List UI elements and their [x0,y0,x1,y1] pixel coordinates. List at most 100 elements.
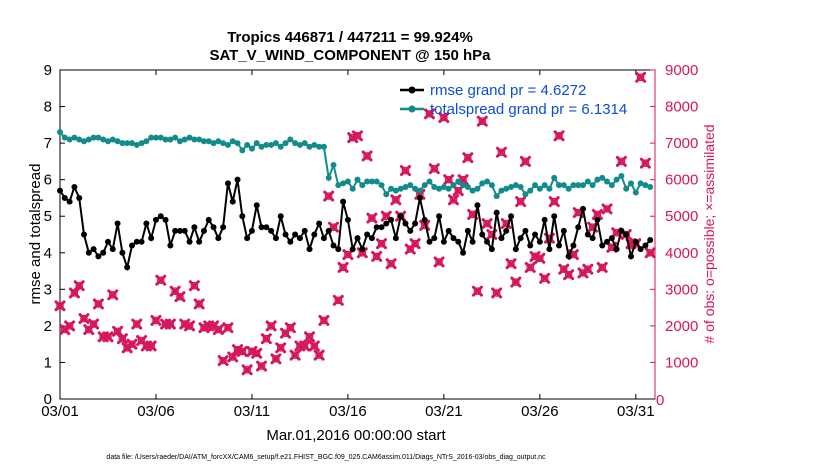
rmse-point [239,213,246,220]
rmse-point [512,246,519,253]
y2-tick-label: 6000 [665,172,698,189]
totalspread-point [474,185,481,192]
obs-possible-point [382,212,391,221]
rmse-point [378,224,385,231]
totalspread-point [220,140,227,147]
obs-assimilated-point [491,287,503,299]
obs-assimilated-point [539,272,551,284]
obs-assimilated-point [265,320,277,332]
totalspread-point [464,183,471,190]
obs-assimilated-point [639,157,651,169]
obs-assimilated-point [217,355,229,367]
obs-assimilated-point [519,155,531,167]
rmse-point [244,235,251,242]
obs-possible-point [478,117,487,125]
totalspread-point [412,185,419,192]
obs-possible-point [473,287,482,295]
totalspread-point [114,138,121,145]
obs-possible-point [401,166,410,175]
rmse-point [412,220,419,227]
obs-assimilated-point [68,287,80,299]
obs-possible-point [320,316,328,325]
obs-assimilated-point [409,238,421,250]
obs-assimilated-point [212,324,224,336]
obs-assimilated-point [471,285,483,297]
obs-assimilated-point [385,258,397,270]
rmse-point [575,224,582,231]
rmse-point [229,198,236,205]
totalspread-point [431,183,438,190]
obs-assimilated-point [184,320,196,332]
rmse-point [460,249,467,256]
rmse-point [301,227,308,234]
obs-assimilated-point [548,196,560,208]
y2-tick-label: 4000 [665,245,698,262]
totalspread-point [61,134,68,141]
obs-possible-point [512,278,520,286]
obs-assimilated-point [352,130,363,142]
totalspread-point [181,136,188,143]
obs-possible-point [176,292,184,301]
totalspread-point [176,138,183,145]
totalspread-point [109,136,116,143]
rmse-point [359,246,366,253]
obs-possible-point [324,192,333,200]
rmse-point [647,236,654,243]
rmse-point [498,235,505,242]
totalspread-point [392,187,399,194]
obs-possible-point [387,259,395,268]
totalspread-point [416,187,423,194]
rmse-point [474,202,481,209]
y-tick-label: 8 [44,99,52,116]
obs-assimilated-point [289,349,301,361]
rmse-point [138,238,145,245]
obs-assimilated-point [601,203,613,215]
y-tick-label: 1 [44,354,52,371]
totalspread-point [344,178,351,185]
rmse-point [90,246,97,253]
obs-assimilated-point [304,331,316,343]
totalspread-point [124,140,131,147]
obs-possible-point [521,157,530,166]
obs-assimilated-point [428,163,440,175]
obs-possible-point [497,148,506,157]
y2-axis-label: # of obs: o=possible; ×=assimilated [701,124,717,343]
rmse-point [613,246,620,253]
rmse-point [152,216,159,223]
totalspread-point [440,183,447,190]
totalspread-point [191,136,198,143]
obs-possible-point [454,186,463,195]
totalspread-point [378,182,385,189]
obs-assimilated-point [299,340,311,352]
obs-assimilated-point [452,185,464,197]
x-tick-label: 03/16 [329,403,367,420]
totalspread-point [215,138,222,145]
rmse-point [196,238,203,245]
rmse-point [148,235,155,242]
rmse-point [100,249,107,256]
obs-possible-point [372,252,381,261]
obs-assimilated-point [92,298,104,310]
y2-axis-ticks: 1000 2000 3000 4000 5000 6000 7000 8000 9000 [650,62,698,371]
obs-assimilated-point [102,331,114,343]
rmse-point [282,231,289,238]
totalspread-point [608,182,615,189]
rmse-point [445,227,452,234]
totalspread-point [167,136,174,143]
obs-assimilated-point [308,340,320,352]
totalspread-point [200,138,207,145]
totalspread-point [306,143,313,150]
rmse-point [66,198,73,205]
rmse-point [224,180,231,187]
obs-assimilated-point [270,353,282,365]
rmse-point [114,220,121,227]
obs-possible-point [243,365,251,374]
totalspread-point [90,134,97,141]
obs-possible-point [132,320,141,328]
obs-assimilated-point [164,318,176,330]
y2-tick-label: 8000 [665,99,698,116]
totalspread-point [287,136,294,143]
totalspread-point [589,182,596,189]
obs-possible-point [171,287,179,295]
totalspread-point [594,176,601,183]
